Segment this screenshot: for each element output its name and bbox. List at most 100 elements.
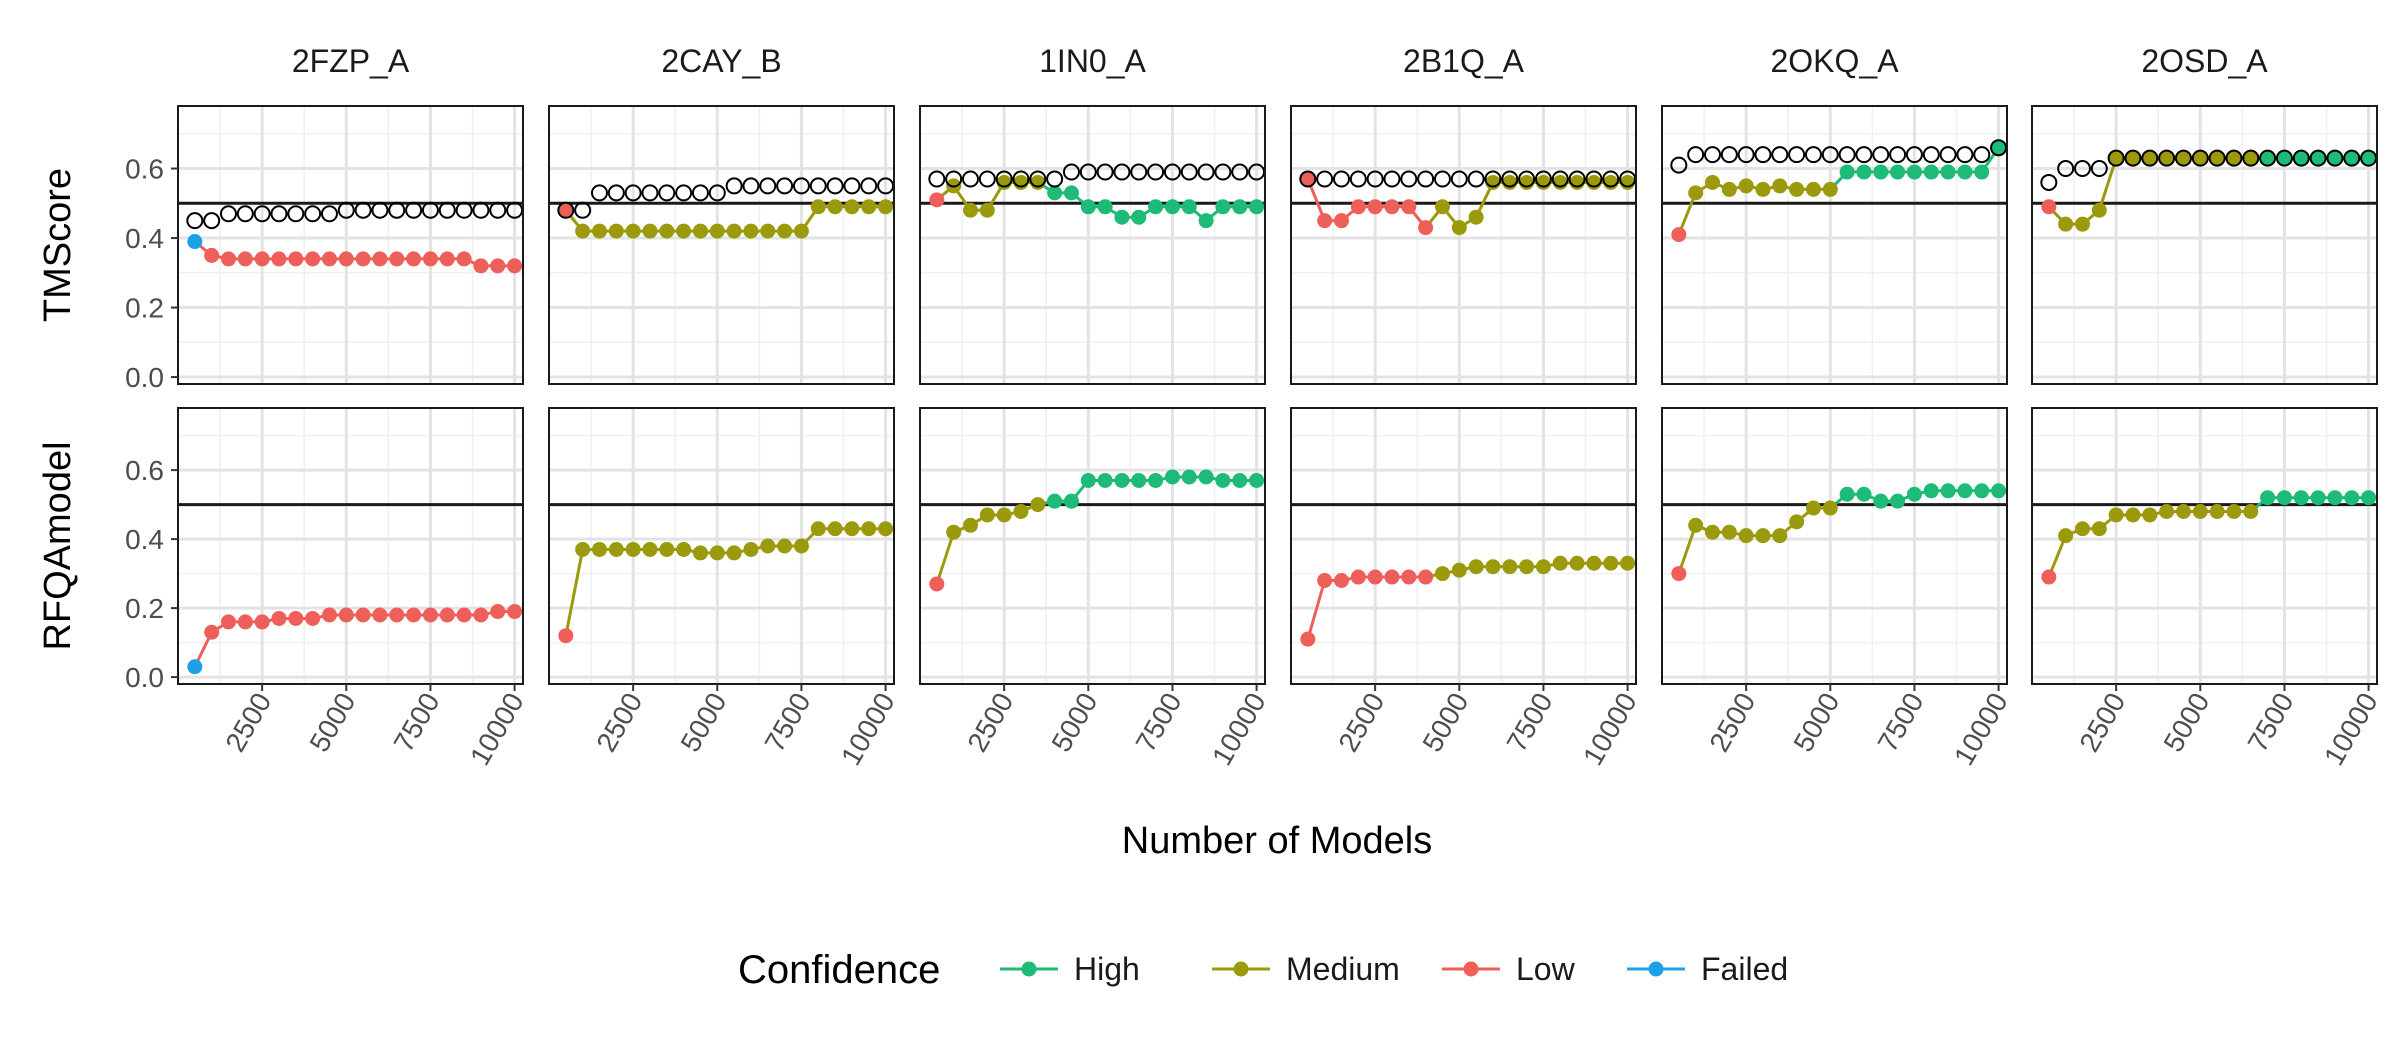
- data-point: [575, 223, 591, 239]
- data-point: [1485, 174, 1501, 190]
- best-model-point: [1029, 170, 1047, 188]
- data-point: [760, 538, 776, 554]
- data-point: [2142, 507, 2158, 523]
- data-point: [355, 251, 371, 267]
- panel-1IN0_A-RFQAmodel: [919, 407, 1266, 685]
- data-point: [591, 223, 607, 239]
- panel-2OSD_A-RFQAmodel: [2031, 407, 2378, 685]
- x-tick-label: 10000: [1577, 688, 1643, 771]
- data-point: [642, 223, 658, 239]
- best-model-point: [1754, 146, 1772, 164]
- data-point: [2108, 507, 2124, 523]
- best-model-point: [725, 177, 743, 195]
- best-model-point: [1062, 163, 1080, 181]
- data-point: [827, 199, 843, 215]
- data-point: [1552, 174, 1568, 190]
- data-point: [575, 541, 591, 557]
- best-model-point: [1079, 163, 1097, 181]
- data-point: [1535, 174, 1551, 190]
- x-tick-label: 10000: [1948, 688, 2014, 771]
- best-model-point: [843, 177, 861, 195]
- best-model-point: [792, 177, 810, 195]
- data-point: [2226, 504, 2242, 519]
- best-model-point: [1922, 146, 1940, 164]
- data-point: [676, 541, 692, 557]
- best-model-point: [2107, 149, 2125, 167]
- data-point: [1671, 566, 1687, 582]
- data-point: [2293, 150, 2309, 166]
- panel-2B1Q_A-RFQAmodel: [1290, 407, 1637, 685]
- data-point: [1080, 199, 1096, 215]
- data-point: [372, 607, 388, 623]
- data-point: [2175, 150, 2191, 166]
- data-point: [1164, 469, 1180, 485]
- data-point: [1451, 562, 1467, 578]
- y-tick-label: 0.6: [125, 455, 164, 486]
- best-model-point: [574, 201, 592, 219]
- panel-2CAY_B-RFQAmodel: [548, 407, 895, 685]
- data-point: [406, 607, 422, 623]
- data-point: [1232, 199, 1248, 215]
- data-point: [558, 202, 574, 218]
- best-model-point: [2343, 149, 2361, 167]
- data-point: [2091, 202, 2107, 218]
- data-point: [844, 199, 860, 215]
- data-point: [1063, 493, 1079, 509]
- data-point: [2192, 150, 2208, 166]
- data-point: [2108, 150, 2124, 166]
- panel-2OSD_A-TMScore: [2031, 105, 2378, 385]
- data-point: [1131, 209, 1147, 225]
- data-point: [1215, 472, 1231, 488]
- panel-2FZP_A-RFQAmodel: [177, 407, 524, 685]
- data-point: [929, 576, 945, 592]
- data-point: [878, 199, 894, 215]
- best-model-point: [978, 170, 996, 188]
- panel-background: [1662, 408, 2007, 684]
- data-point: [490, 258, 506, 274]
- y-tick-label: 0.0: [125, 662, 164, 693]
- best-model-point: [1433, 170, 1451, 188]
- x-tick-label: 7500: [2242, 688, 2300, 757]
- data-point: [810, 199, 826, 215]
- data-point: [1805, 181, 1821, 197]
- best-model-point: [1113, 163, 1131, 181]
- data-point: [338, 251, 354, 267]
- x-tick-label: 7500: [388, 688, 446, 757]
- best-model-point: [1568, 170, 1586, 188]
- best-model-point: [320, 205, 338, 223]
- data-point: [996, 174, 1012, 190]
- panel-border: [1290, 407, 1637, 685]
- data-point: [187, 659, 203, 675]
- data-point: [254, 251, 270, 267]
- panel-border: [1661, 407, 2008, 685]
- best-model-point: [337, 201, 355, 219]
- data-point: [2344, 490, 2360, 506]
- data-point: [473, 258, 489, 274]
- data-point: [1991, 483, 2007, 499]
- data-point: [1350, 199, 1366, 215]
- data-point: [726, 223, 742, 239]
- data-point: [1957, 164, 1973, 180]
- best-model-point: [421, 201, 439, 219]
- data-point: [1030, 174, 1046, 190]
- best-model-point: [287, 205, 305, 223]
- legend-key-point: [1233, 961, 1249, 977]
- data-point: [1822, 500, 1838, 516]
- legend-key-point: [1648, 961, 1664, 977]
- y-tick-label: 0.6: [125, 154, 164, 185]
- data-point: [1688, 185, 1704, 201]
- data-point: [1704, 174, 1720, 190]
- data-point: [558, 628, 574, 644]
- best-model-point: [1501, 170, 1519, 188]
- data-point: [389, 607, 405, 623]
- best-model-point: [1973, 146, 1991, 164]
- data-point: [676, 223, 692, 239]
- data-point: [422, 607, 438, 623]
- panel-2B1Q_A-TMScore: [1290, 105, 1637, 385]
- best-model-point: [2259, 149, 2277, 167]
- data-point: [1822, 181, 1838, 197]
- panel-background: [178, 408, 523, 684]
- best-model-point: [1551, 170, 1569, 188]
- data-point: [1013, 174, 1029, 190]
